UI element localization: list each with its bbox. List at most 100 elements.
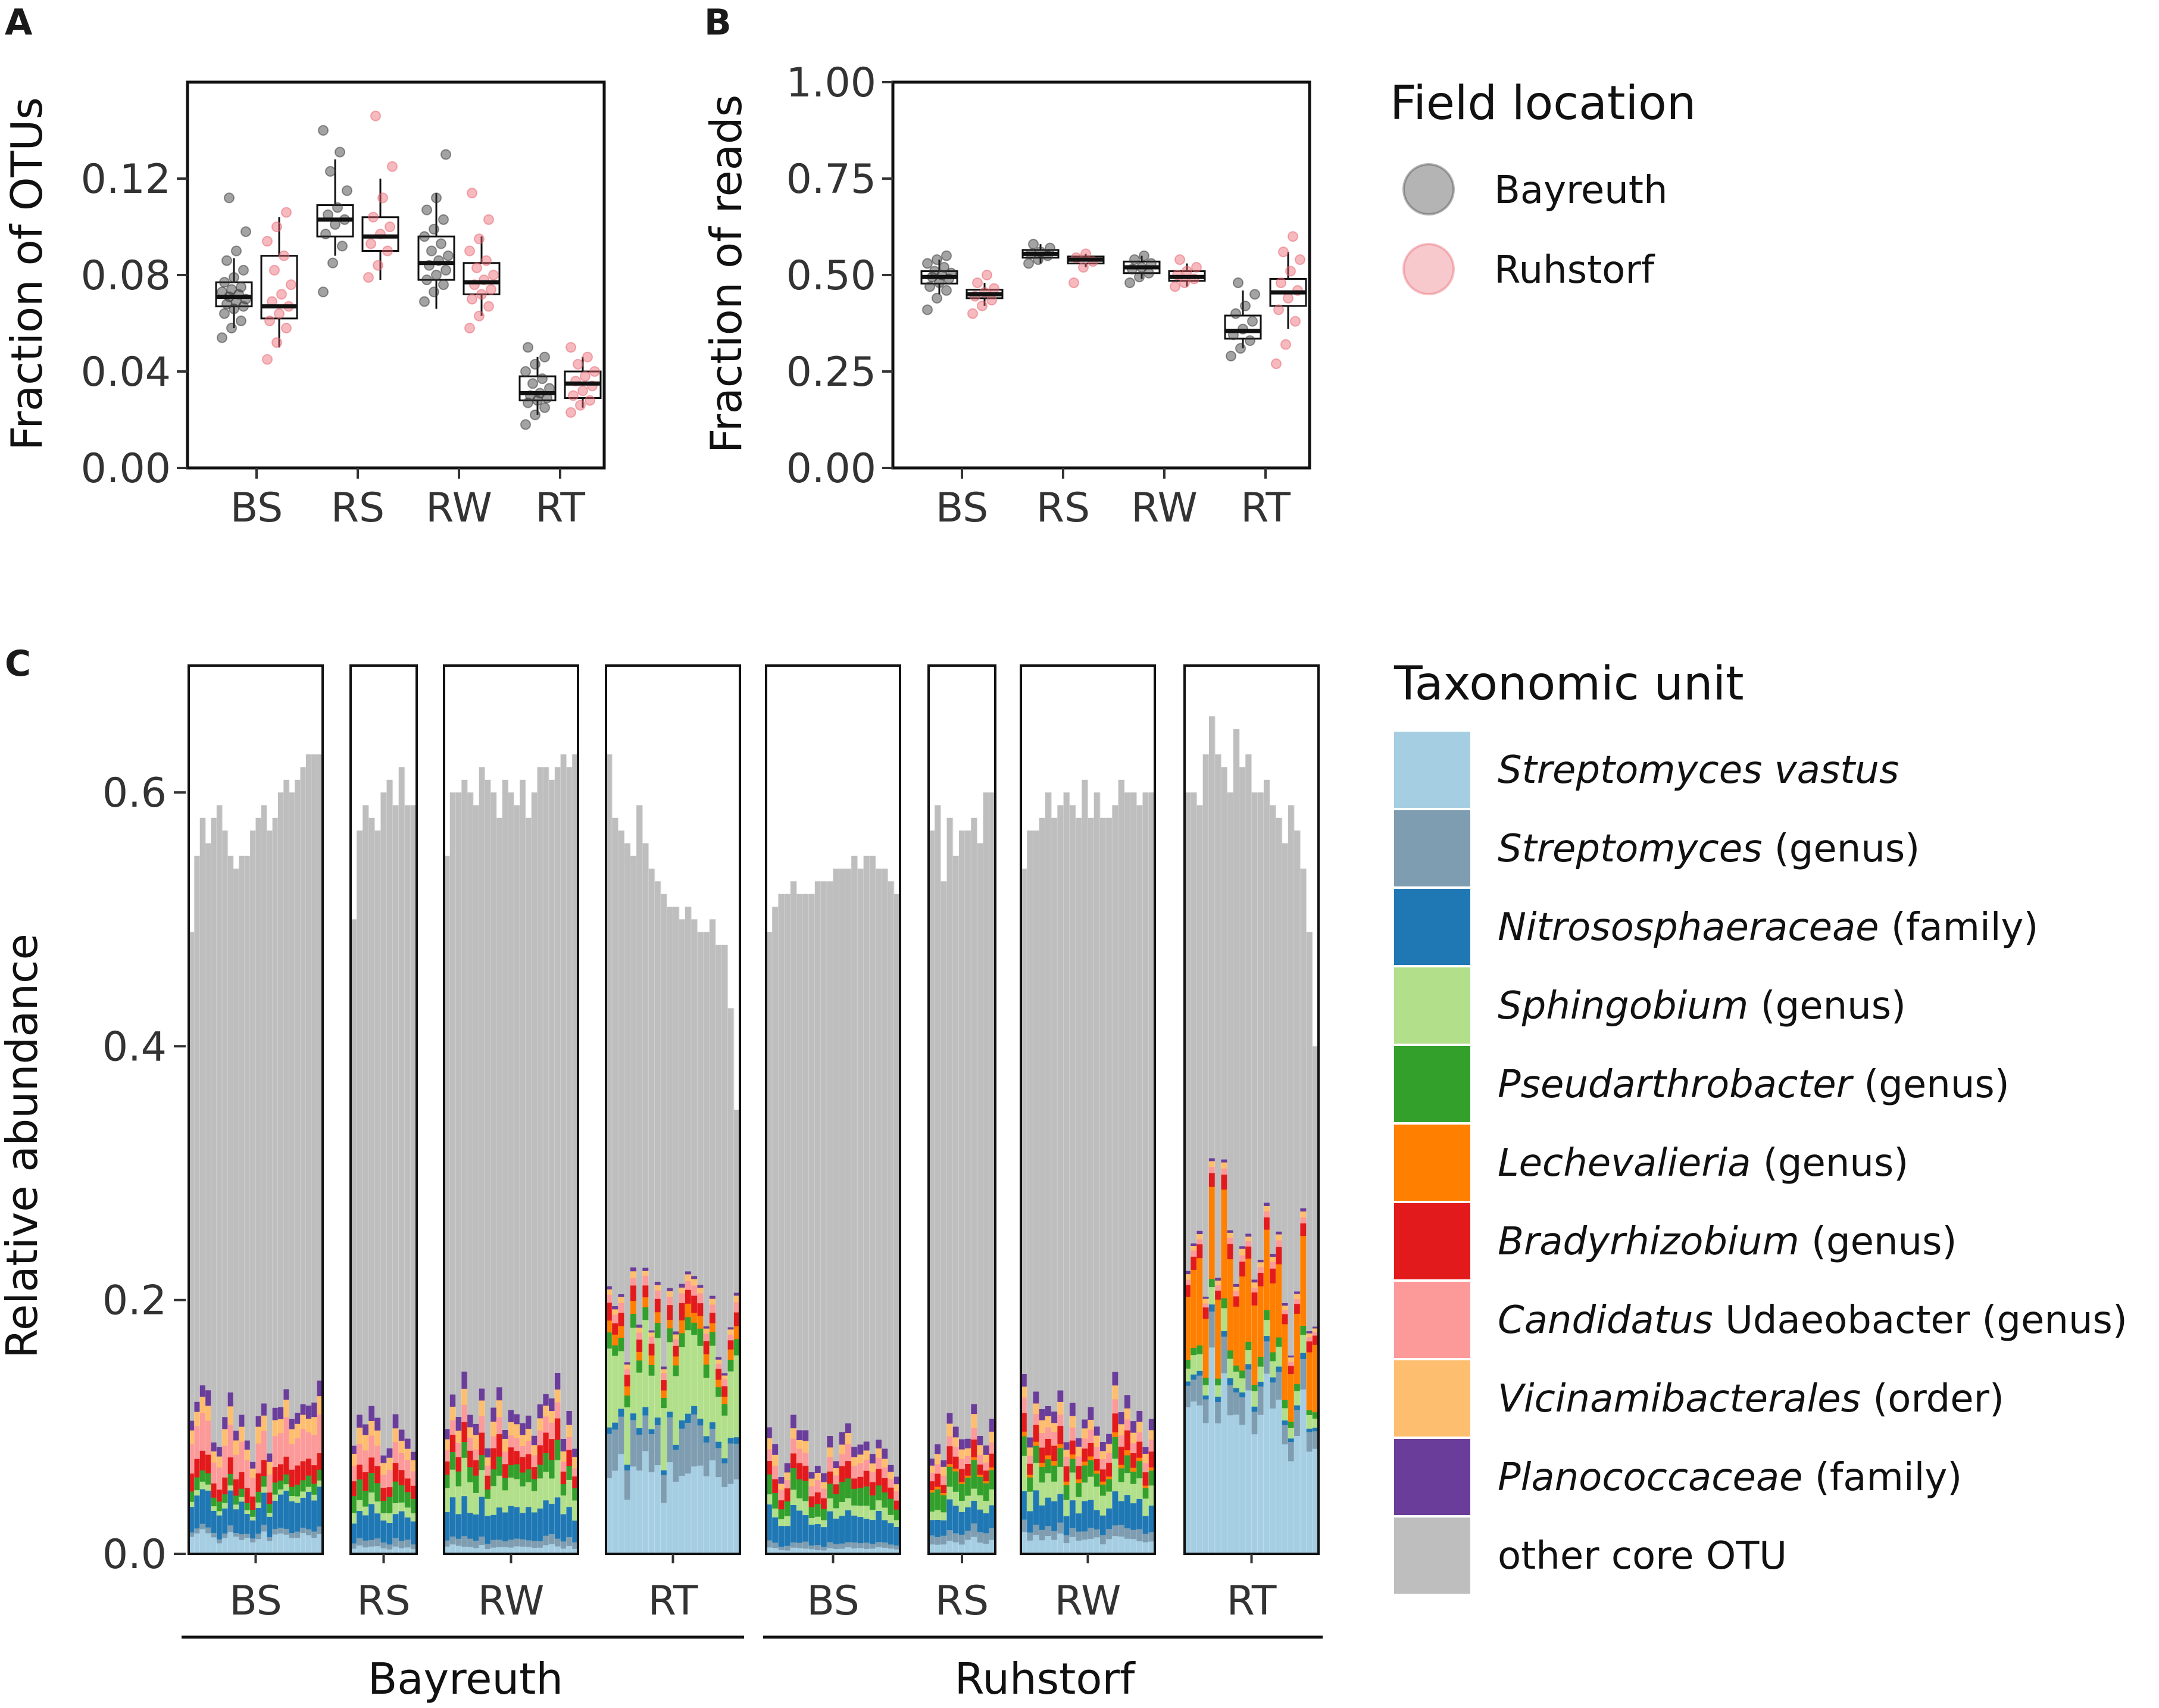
c-bar-segment [1227, 1237, 1234, 1244]
c-bar-segment-other [473, 805, 480, 1424]
c-bar-segment [691, 1334, 698, 1406]
c-bar-segment [606, 1286, 613, 1289]
c-bar-segment [272, 1494, 279, 1501]
legend-taxa-label: Planococcaceae (family) [1498, 1456, 1962, 1500]
c-bar-segment [1282, 1425, 1289, 1445]
c-bar-segment [952, 1468, 960, 1472]
c-bar-segment [727, 1437, 735, 1444]
c-ytick-label-1: 0.2 [102, 1278, 167, 1325]
c-bar-segment [808, 1478, 816, 1487]
b-xtick-label-rs: RS [1036, 485, 1090, 532]
c-bar-segment [543, 1500, 549, 1536]
legend-taxa-italic: Pseudarthrobacter [1498, 1063, 1854, 1107]
c-bar-segment [654, 1425, 661, 1466]
c-bar-segment [386, 1496, 393, 1513]
c-bar-segment [380, 1542, 388, 1548]
c-bar-segment [1045, 1438, 1052, 1456]
a-point [229, 272, 239, 283]
c-bar [449, 792, 457, 1554]
legend-taxa-italic: Vicinamibacterales [1498, 1377, 1861, 1421]
b-point [1295, 254, 1305, 266]
c-bar-segment [1093, 1435, 1101, 1447]
c-bar-segment [525, 1428, 532, 1441]
c-bar-segment [636, 1428, 643, 1435]
c-bar [211, 817, 217, 1554]
c-bar-segment [205, 1454, 211, 1473]
c-bar-segment [1130, 1442, 1137, 1454]
legend-taxa-swatch [1394, 1517, 1470, 1594]
c-bar-segment [876, 1485, 882, 1501]
c-bar-segment [733, 1479, 741, 1554]
c-bar-segment [983, 1483, 990, 1501]
b-box-bayreuth-rs [1021, 239, 1060, 269]
c-bar-segment [946, 1423, 954, 1437]
c-bar-segment [386, 1544, 393, 1550]
c-bar-segment [560, 1495, 567, 1515]
c-bar-segment [1191, 1256, 1197, 1270]
c-bar-segment [261, 1492, 267, 1525]
c-bar-segment [566, 1506, 573, 1538]
a-point [421, 274, 432, 286]
c-bar-segment [485, 1475, 491, 1490]
c-bar-segment [679, 1347, 686, 1420]
c-bar-segment-other [893, 894, 901, 1477]
c-bar-segment [549, 1503, 555, 1534]
c-bar-segment [549, 1459, 555, 1479]
c-bar-segment [618, 1408, 625, 1417]
c-bar-segment [351, 1453, 357, 1466]
c-bar-segment [1245, 1241, 1252, 1247]
c-facet-label: RS [357, 1578, 410, 1625]
c-bar-segment [1118, 1446, 1125, 1465]
c-bar [1270, 805, 1276, 1554]
c-bar-segment [839, 1454, 846, 1466]
c-bar-segment [642, 1407, 649, 1416]
c-bar-segment [1082, 1428, 1088, 1439]
b-point [1240, 300, 1251, 311]
c-bar-segment [1270, 1256, 1276, 1262]
c-bar-segment [1276, 1337, 1283, 1347]
c-bar-segment [1288, 1438, 1295, 1442]
b-point [1191, 262, 1202, 273]
c-bar-segment [227, 1457, 234, 1474]
c-bar-segment [1039, 1540, 1046, 1554]
c-bar-segment [1239, 1397, 1246, 1425]
a-point [377, 192, 388, 204]
c-bar-segment [380, 1513, 388, 1521]
c-bar-segment [778, 1483, 785, 1490]
c-bar-segment [410, 1513, 417, 1522]
c-bar-segment [1057, 1390, 1064, 1402]
c-facet-bayreuth-rw [444, 754, 579, 1554]
c-facet-label: BS [229, 1578, 282, 1625]
c-bar-segment [1076, 1479, 1082, 1484]
c-bar-segment [882, 1542, 889, 1548]
c-bar-segment [1294, 1291, 1301, 1294]
c-bar-segment [1202, 1399, 1210, 1423]
b-ytick-label-0: 0.00 [786, 445, 876, 492]
c-bar-segment [549, 1410, 555, 1423]
c-bar-segment [929, 1511, 935, 1520]
c-bar-segment-other [404, 805, 411, 1439]
c-bar-segment [514, 1438, 520, 1451]
b-xtick-label-bs: BS [936, 485, 989, 532]
c-bar-segment [449, 1451, 457, 1470]
c-bar-segment [618, 1416, 625, 1454]
c-bar-segment [971, 1457, 977, 1460]
c-bar [1294, 830, 1301, 1554]
c-bar-segment [935, 1487, 941, 1490]
c-bar-segment [216, 1489, 223, 1502]
c-bar-segment [1082, 1465, 1088, 1483]
c-bar-segment [1276, 1247, 1283, 1264]
c-bar [721, 944, 729, 1554]
c-bar-segment [863, 1542, 870, 1549]
c-bar-segment-other [496, 817, 503, 1388]
c-bar-segment [1142, 1516, 1149, 1534]
legend-taxa-item: Candidatus Udaeobacter (genus) [1394, 1282, 2127, 1358]
c-bar-segment [239, 1501, 245, 1535]
c-bar-segment [679, 1428, 686, 1476]
c-bar-segment-other [727, 1008, 735, 1328]
c-bar-segment [952, 1471, 960, 1492]
c-bar-segment [709, 1295, 716, 1299]
c-bar-segment [778, 1550, 785, 1554]
c-bar-segment [1215, 1299, 1221, 1379]
